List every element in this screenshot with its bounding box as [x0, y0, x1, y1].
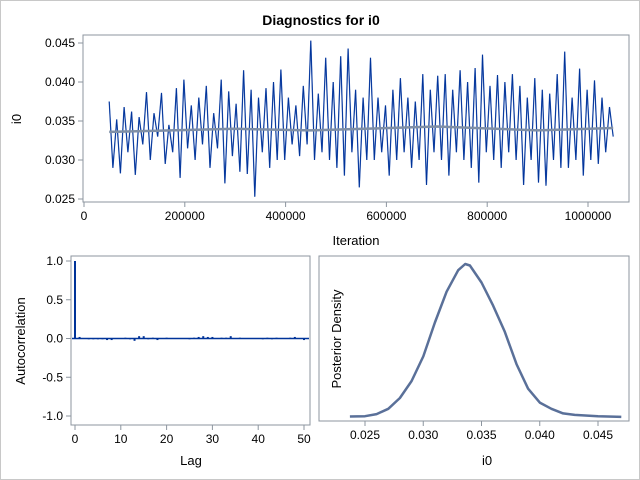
trace-xlabel: Iteration: [333, 233, 380, 248]
x-tick-label: 0.030: [408, 428, 438, 442]
acf-bar: [156, 338, 159, 341]
acf-bar: [252, 338, 255, 339]
density-xlabel: i0: [482, 453, 492, 468]
acf-bar: [101, 338, 104, 340]
x-tick-label: 0.025: [350, 428, 380, 442]
y-tick-label: 0.035: [45, 114, 75, 128]
acf-bar: [206, 336, 209, 339]
y-tick-label: 0.025: [45, 192, 75, 206]
acf-bar: [234, 338, 237, 339]
acf-bar: [202, 336, 205, 339]
acf-bar: [74, 261, 76, 339]
acf-bar: [87, 338, 90, 340]
x-tick-label: 10: [114, 432, 128, 446]
acf-bar: [215, 338, 218, 339]
acf-bar: [266, 337, 269, 339]
density-ylabel: Posterior Density: [329, 289, 344, 388]
x-tick-label: 30: [206, 432, 220, 446]
density-plot: Posterior Density i0 0.025 0.030 0.035 0.04…: [318, 255, 630, 468]
y-tick-label: -0.5: [42, 370, 63, 384]
acf-bar: [257, 338, 260, 339]
trace-ylabel: i0: [9, 114, 24, 124]
acf-bar: [174, 338, 177, 339]
x-tick-label: 0: [81, 209, 88, 223]
y-tick-label: 0.5: [46, 293, 63, 307]
acf-bar: [270, 338, 273, 340]
acf-bar: [138, 336, 141, 339]
x-tick-label: 1000000: [565, 209, 612, 223]
x-tick-label: 0.035: [466, 428, 496, 442]
acf-bar: [197, 336, 200, 339]
acf-bar: [211, 336, 214, 339]
trace-frame: [82, 34, 630, 203]
acf-bar: [92, 338, 95, 340]
acf-bar: [161, 338, 164, 339]
acf-bar: [96, 338, 99, 340]
acf-bar: [110, 338, 113, 341]
acf-ylabel: Autocorrelation: [13, 297, 28, 384]
density-curve: [349, 262, 622, 419]
x-tick-label: 0.045: [583, 428, 613, 442]
acf-bar: [188, 338, 191, 340]
acf-frame: [70, 255, 311, 426]
acf-bar: [119, 338, 122, 339]
x-tick-label: 0: [72, 432, 79, 446]
acf-bar: [243, 338, 246, 339]
x-tick-label: 50: [297, 432, 311, 446]
acf-bar: [179, 338, 182, 339]
acf-bar: [78, 336, 81, 339]
acf-bar: [280, 338, 283, 339]
x-tick-label: 40: [252, 432, 266, 446]
acf-bar: [220, 337, 223, 339]
acf-bar: [124, 337, 127, 339]
acf-bar: [115, 338, 118, 339]
x-tick-label: 200000: [165, 209, 205, 223]
acf-bar: [133, 338, 136, 341]
acf-bar: [248, 338, 251, 339]
acf-bar: [128, 338, 131, 340]
autocorrelation-plot: Autocorrelation Lag 0 10 20 30 40 50 -1.0 -0.5 0…: [13, 254, 311, 468]
acf-bar: [106, 338, 109, 341]
y-tick-label: 0.040: [45, 75, 75, 89]
acf-bar: [298, 338, 301, 339]
y-tick-label: 1.0: [46, 254, 63, 268]
acf-bar: [303, 338, 305, 341]
density-frame: [318, 255, 630, 422]
x-tick-label: 600000: [366, 209, 406, 223]
trace-line: [108, 40, 614, 197]
y-tick-label: 0.030: [45, 153, 75, 167]
acf-bar: [293, 336, 296, 339]
acf-bar: [225, 337, 228, 339]
acf-bar: [151, 337, 154, 339]
acf-bar: [193, 337, 196, 339]
acf-bar: [238, 337, 241, 339]
trace-smooth-line: [109, 125, 614, 134]
acf-xlabel: Lag: [180, 453, 202, 468]
acf-bar: [83, 338, 86, 339]
acf-bar: [170, 338, 173, 339]
y-tick-label: 0.0: [46, 332, 63, 346]
x-tick-label: 400000: [266, 209, 306, 223]
x-tick-label: 0.040: [525, 428, 555, 442]
x-tick-label: 800000: [467, 209, 507, 223]
y-tick-label: -1.0: [42, 409, 63, 423]
acf-bar: [229, 336, 232, 339]
acf-bar: [284, 338, 287, 339]
acf-bar: [183, 338, 186, 339]
acf-bar: [165, 337, 168, 339]
trace-plot: i0 Iteration 0 200000 400000 600000 800000 10…: [9, 34, 630, 248]
y-tick-label: 0.045: [45, 36, 75, 50]
acf-bar: [147, 338, 150, 340]
acf-bar: [289, 337, 292, 339]
acf-bar: [261, 338, 264, 340]
acf-bar: [275, 337, 278, 339]
chart-title: Diagnostics for i0: [262, 12, 380, 28]
acf-bar: [142, 336, 145, 339]
x-tick-label: 20: [160, 432, 174, 446]
